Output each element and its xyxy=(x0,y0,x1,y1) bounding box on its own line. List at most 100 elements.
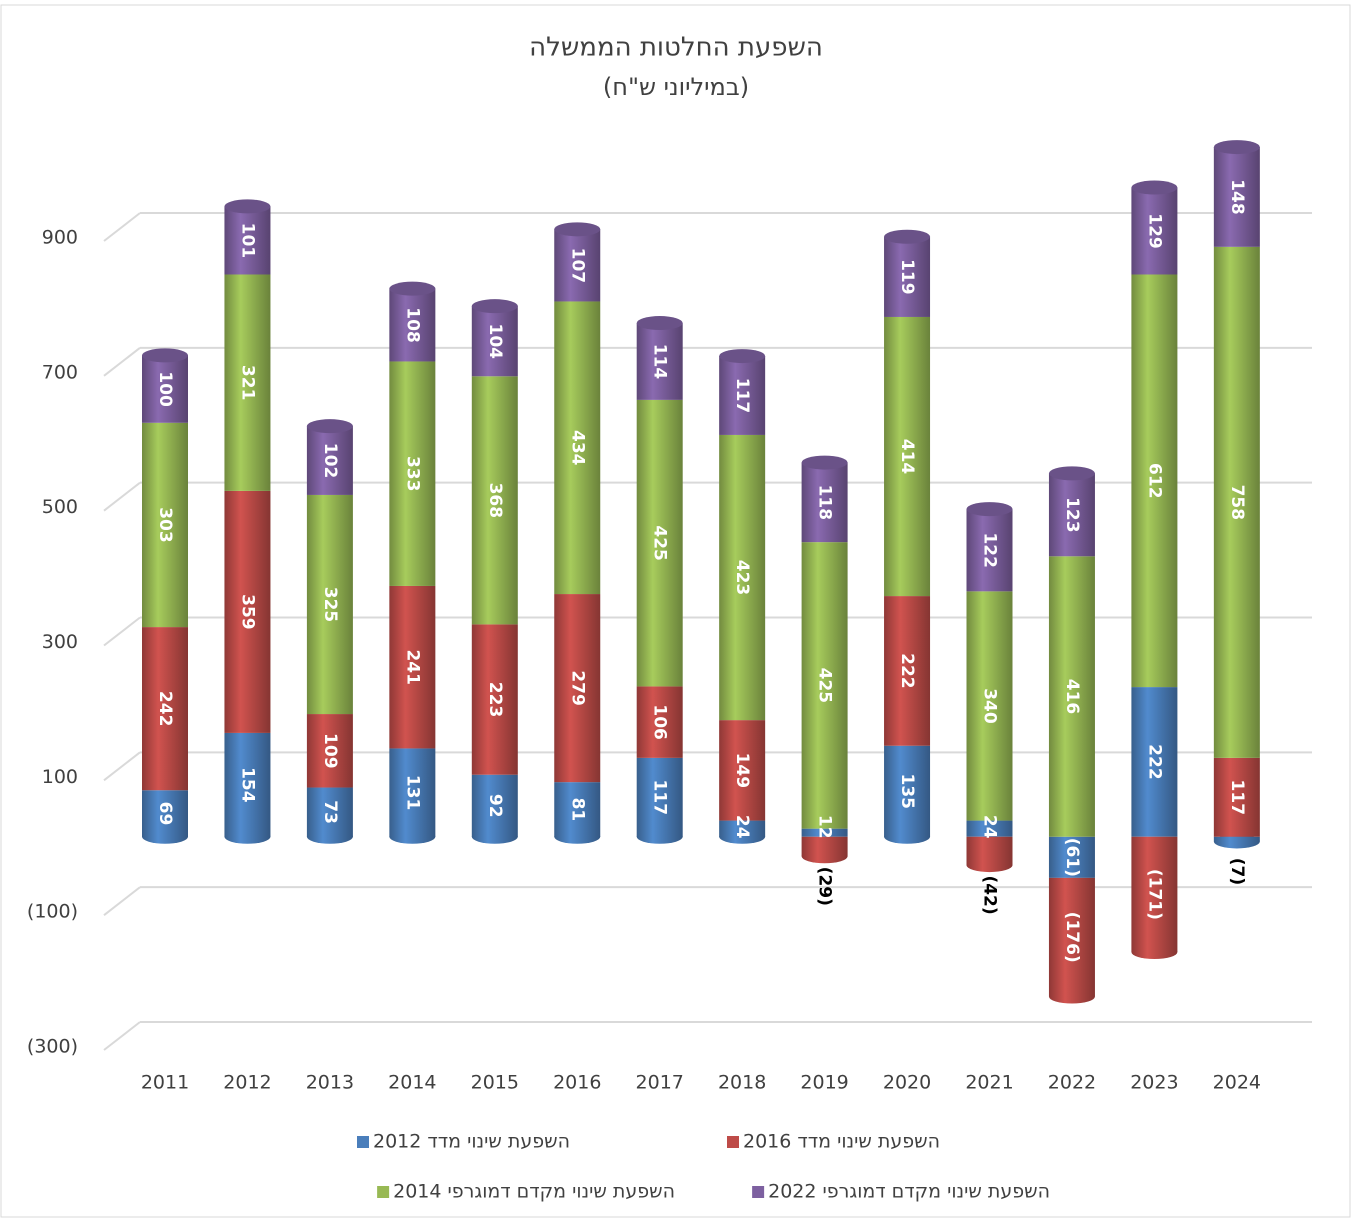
data-label: 123 xyxy=(1062,497,1082,533)
bar-top xyxy=(554,222,601,237)
chart-subtitle: (במיליוני ש"ח) xyxy=(603,73,749,101)
data-label: 117 xyxy=(650,780,670,816)
data-label: 368 xyxy=(485,483,505,519)
bar-segment xyxy=(801,828,848,837)
bar-bottom xyxy=(801,849,848,864)
bar-segment xyxy=(306,787,353,837)
bar-segment xyxy=(224,274,271,491)
bar-segment xyxy=(1131,274,1178,688)
data-label: 24 xyxy=(980,815,1000,839)
x-tick-label: 2024 xyxy=(1213,1072,1261,1094)
bar-segment xyxy=(636,686,683,758)
bar-segment xyxy=(306,494,353,715)
bar-segment xyxy=(884,745,931,837)
bar-segment xyxy=(389,361,436,586)
data-label: 333 xyxy=(402,456,422,492)
bar-top xyxy=(801,455,848,470)
bar-segment xyxy=(1213,246,1260,758)
y-tick-label: (300) xyxy=(27,1036,78,1058)
data-label: 223 xyxy=(485,682,505,718)
y-tick-label: 100 xyxy=(42,766,78,788)
chart-title: השפעת החלטות הממשלה xyxy=(529,33,823,63)
data-label: 416 xyxy=(1062,679,1082,715)
legend-label: השפעת שינוי מקדם דמוגרפי 2014 xyxy=(393,1181,675,1203)
bar-segment xyxy=(884,596,931,746)
bar-bottom xyxy=(1131,945,1178,960)
x-tick-label: 2017 xyxy=(636,1072,684,1094)
bar-top xyxy=(1131,180,1178,195)
bar-segment xyxy=(801,542,848,829)
bar-segment xyxy=(966,820,1013,837)
data-label: 222 xyxy=(897,653,917,689)
bar-top xyxy=(389,281,436,296)
bar-top xyxy=(719,349,766,364)
bar-segment xyxy=(801,462,848,543)
bar-top xyxy=(142,348,188,363)
legend-label: השפעת שינוי מדד 2016 xyxy=(743,1131,940,1153)
bar-segment xyxy=(389,288,436,362)
data-label: (42) xyxy=(980,875,1000,914)
bar-segment xyxy=(884,236,931,317)
data-label: 131 xyxy=(402,775,422,811)
bar-top xyxy=(471,299,518,314)
data-label: 92 xyxy=(485,794,505,818)
data-label: 303 xyxy=(155,507,175,543)
bar-segment xyxy=(554,301,601,595)
bar-bottom xyxy=(966,858,1013,873)
bar-bottom xyxy=(636,829,683,844)
data-label: 101 xyxy=(237,223,257,259)
data-label: 117 xyxy=(1227,780,1247,816)
data-label: 100 xyxy=(155,371,175,407)
bar-top xyxy=(1213,140,1260,155)
bar-segment xyxy=(554,594,601,783)
bar-top xyxy=(224,199,271,214)
bar-segment xyxy=(636,399,683,687)
legend-swatch xyxy=(727,1136,739,1148)
grid-line xyxy=(103,1021,141,1051)
bar-segment xyxy=(1213,757,1260,837)
x-tick-label: 2021 xyxy=(965,1072,1013,1094)
bar-bottom xyxy=(884,829,931,844)
legend-label: השפעת שינוי מקדם דמוגרפי 2022 xyxy=(768,1181,1050,1203)
data-label: 109 xyxy=(320,733,340,769)
grid-line xyxy=(103,886,141,916)
grid-line xyxy=(103,347,141,377)
data-label: 24 xyxy=(732,815,752,839)
legend-label: השפעת שינוי מדד 2012 xyxy=(373,1131,570,1153)
data-label: 129 xyxy=(1144,213,1164,249)
x-tick-label: 2013 xyxy=(306,1072,354,1094)
data-label: 108 xyxy=(402,307,422,343)
bar-segment xyxy=(142,790,188,837)
x-tick-label: 2015 xyxy=(471,1072,519,1094)
x-tick-label: 2012 xyxy=(223,1072,271,1094)
bar-segment xyxy=(1048,877,1095,997)
bar-bottom xyxy=(719,829,766,844)
data-label: 119 xyxy=(897,259,917,295)
legend-swatch xyxy=(377,1186,390,1198)
bar-segment xyxy=(142,422,188,628)
data-label: 122 xyxy=(980,532,1000,568)
data-label: 241 xyxy=(402,649,422,685)
data-label: 118 xyxy=(815,485,835,521)
data-label: 359 xyxy=(237,594,257,630)
bar-top xyxy=(884,229,931,244)
data-label: (29) xyxy=(815,867,835,906)
data-label: 106 xyxy=(650,704,670,740)
bar-segment xyxy=(224,490,271,733)
bar-segment xyxy=(471,624,518,775)
x-tick-label: 2014 xyxy=(388,1072,436,1094)
x-tick-label: 2016 xyxy=(553,1072,601,1094)
x-tick-label: 2019 xyxy=(800,1072,848,1094)
data-label: 414 xyxy=(897,439,917,475)
data-label: (7) xyxy=(1227,858,1247,885)
data-label: (61) xyxy=(1062,838,1082,877)
bar-segment xyxy=(306,426,353,495)
y-tick-label: 300 xyxy=(42,631,78,653)
bar-segment xyxy=(1213,147,1260,247)
bar-top xyxy=(306,419,353,434)
grid-line xyxy=(103,751,141,782)
data-label: 321 xyxy=(237,365,257,401)
data-label: 104 xyxy=(485,323,505,359)
y-tick-label: 700 xyxy=(42,361,78,383)
grid-line xyxy=(103,481,141,512)
